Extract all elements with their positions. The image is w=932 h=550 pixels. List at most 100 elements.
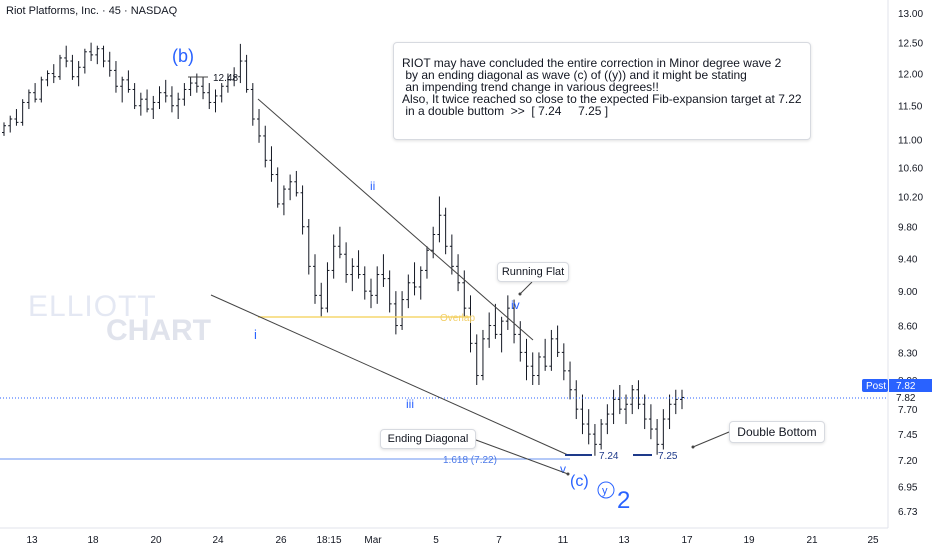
time-tick-label: 26 xyxy=(275,535,287,546)
ohlc-bar xyxy=(468,295,473,353)
time-tick-label: Mar xyxy=(364,535,382,546)
ohlc-bar xyxy=(493,303,498,339)
ohlc-bar xyxy=(26,89,31,110)
ohlc-bar xyxy=(244,54,249,93)
ohlc-bar xyxy=(549,329,554,371)
time-tick-label: 24 xyxy=(212,535,224,546)
ohlc-bar xyxy=(294,170,299,197)
current-price-label: 7.82 xyxy=(896,381,916,392)
ohlc-bar xyxy=(505,295,510,330)
ohlc-bar xyxy=(673,389,678,415)
overlap-label: Overlap xyxy=(440,313,475,324)
ohlc-bar xyxy=(120,76,125,103)
ohlc-bar xyxy=(64,45,69,68)
analysis-note: RIOT may have concluded the entire corre… xyxy=(393,42,811,140)
ohlc-bar xyxy=(269,146,274,182)
ohlc-bar xyxy=(20,99,25,126)
ohlc-bar xyxy=(424,246,429,279)
price-tick-label: 9.00 xyxy=(898,287,918,298)
ending-diagonal-pointer xyxy=(475,439,569,475)
price-tick-label: 10.20 xyxy=(898,192,923,203)
price-tick-label: 9.80 xyxy=(898,223,918,234)
time-tick-label: 13 xyxy=(618,535,630,546)
price-tick-label: 13.00 xyxy=(898,9,923,20)
time-tick-label: 18:15 xyxy=(316,535,341,546)
note-line: in a double buttom >> [ 7.24 7.25 ] xyxy=(402,104,609,118)
ohlc-bar xyxy=(536,352,541,385)
ohlc-bar xyxy=(39,76,44,103)
wave-b-label: (b) xyxy=(172,46,194,66)
post-label: Post xyxy=(866,381,886,392)
ohlc-bar xyxy=(325,262,330,313)
time-tick-label: 11 xyxy=(558,535,569,546)
post-label-bg xyxy=(862,379,888,392)
ohlc-bar xyxy=(437,196,442,243)
ohlc-bar xyxy=(418,266,423,300)
price-tick-label: 11.00 xyxy=(898,135,923,146)
ohlc-bar xyxy=(89,42,94,62)
price-tick-label: 11.50 xyxy=(898,102,923,113)
ohlc-bar xyxy=(76,61,81,87)
ohlc-bar xyxy=(530,352,535,385)
ohlc-bar xyxy=(33,83,38,103)
wave-iii-label: iii xyxy=(406,397,414,411)
price-tick-label: 9.40 xyxy=(898,254,918,265)
running-flat-pointer xyxy=(519,281,533,295)
ohlc-bar xyxy=(126,70,131,93)
ohlc-bar xyxy=(400,291,405,330)
ohlc-bar xyxy=(648,404,653,440)
time-tick-label: 21 xyxy=(806,535,818,546)
ohlc-bar xyxy=(163,79,168,103)
ohlc-bar xyxy=(337,226,342,259)
price-tick-label: 6.73 xyxy=(898,507,918,518)
ohlc-bar xyxy=(568,361,573,400)
fib-target-label: 1.618 (7.22) xyxy=(443,455,497,466)
note-line: Also, It twice reached so close to the e… xyxy=(402,92,802,106)
price-tick-label: 7.70 xyxy=(898,405,918,416)
ohlc-bar xyxy=(368,278,373,309)
ohlc-bar xyxy=(232,67,237,87)
ohlc-bar xyxy=(524,338,529,381)
watermark-elliott: ELLIOTT xyxy=(28,290,157,323)
ohlc-bar xyxy=(250,83,255,126)
ohlc-bar xyxy=(661,409,666,450)
ohlc-bar xyxy=(238,43,243,84)
ohlc-bar xyxy=(381,254,386,287)
price-tick-label: 12.00 xyxy=(898,70,923,81)
watermark-chart: CHART xyxy=(106,314,211,347)
ohlc-bar xyxy=(574,380,579,420)
ohlc-bar xyxy=(605,404,610,435)
ohlc-bar xyxy=(543,338,548,371)
ohlc-bar xyxy=(107,51,112,77)
time-tick-label: 17 xyxy=(681,535,693,546)
ohlc-bar xyxy=(145,89,150,113)
ohlc-bar xyxy=(362,266,367,300)
ohlc-bar xyxy=(2,122,6,136)
ohlc-bar xyxy=(281,185,286,216)
ohlc-bar xyxy=(300,185,305,235)
note-line: RIOT may have concluded the entire corre… xyxy=(402,56,782,70)
ohlc-bar xyxy=(132,83,137,110)
double-bottom-pointer xyxy=(692,431,730,448)
ohlc-bar xyxy=(580,394,585,435)
ohlc-bar xyxy=(138,92,143,116)
ohlc-bar xyxy=(555,325,560,357)
ohlc-bar xyxy=(45,70,50,87)
ohlc-bar xyxy=(456,254,461,292)
ohlc-bar xyxy=(599,419,604,450)
ohlc-bar xyxy=(630,384,635,415)
ohlc-bar xyxy=(331,234,336,279)
price-tick-label: 12.50 xyxy=(898,39,923,50)
time-tick-label: 18 xyxy=(87,535,99,546)
ohlc-bar xyxy=(288,174,293,201)
ohlc-bar xyxy=(14,109,19,126)
time-tick-label: 7 xyxy=(496,535,502,546)
current-price-bg xyxy=(889,379,932,392)
price-tick-label: 8.60 xyxy=(898,322,918,333)
time-tick-label: 25 xyxy=(867,535,879,546)
ohlc-bar xyxy=(275,167,280,208)
ohlc-bar xyxy=(611,389,616,425)
low-1-label: 7.24 xyxy=(599,451,619,462)
ohlc-bar xyxy=(219,83,224,103)
